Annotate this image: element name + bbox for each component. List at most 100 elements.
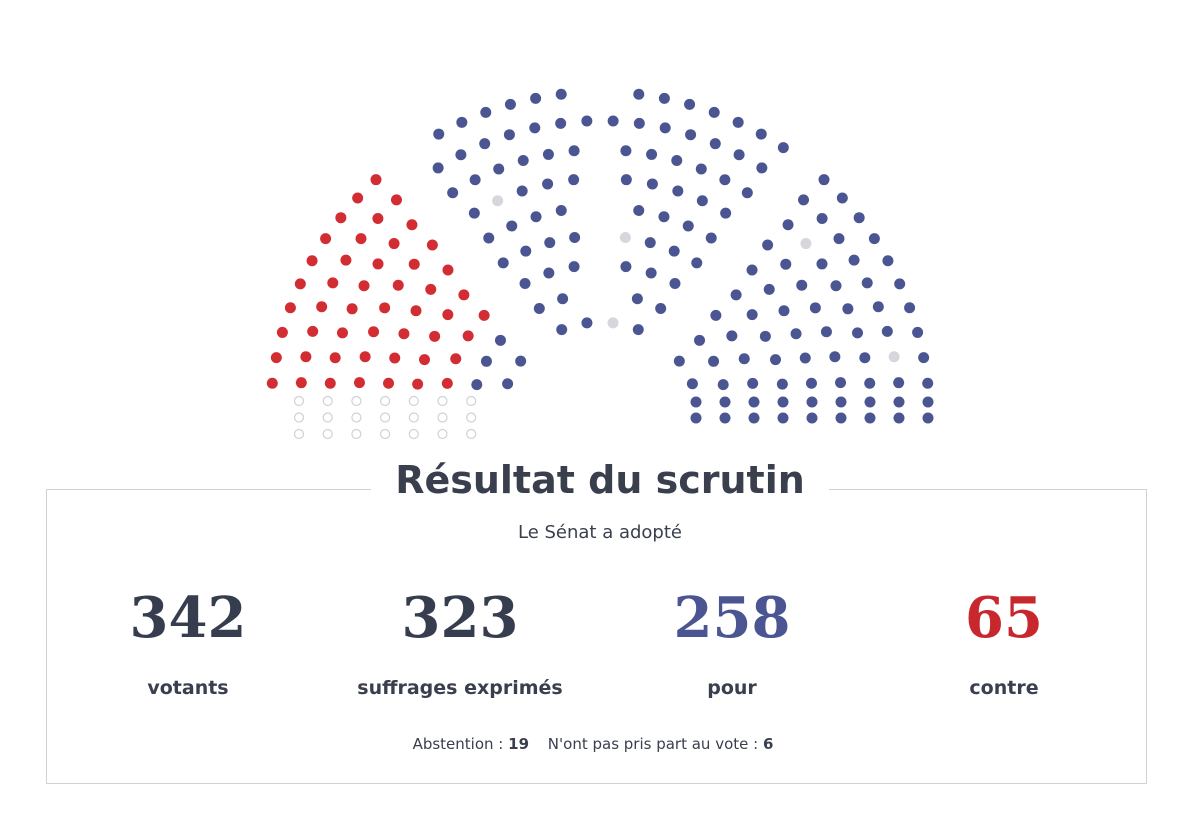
seat: [864, 396, 876, 408]
seat: [738, 353, 750, 365]
seat: [882, 255, 894, 267]
seat: [859, 352, 871, 364]
seat: [353, 377, 365, 389]
seat: [380, 428, 391, 440]
seat: [733, 149, 745, 161]
seat: [503, 129, 515, 141]
seat: [726, 330, 738, 342]
seat: [619, 231, 631, 243]
seat: [830, 280, 842, 292]
seat: [776, 378, 788, 390]
seat: [506, 220, 518, 232]
seat: [398, 328, 410, 340]
stat-value: 323: [401, 585, 519, 651]
seat: [479, 138, 491, 150]
seat: [746, 309, 758, 321]
seat: [645, 267, 657, 279]
seat: [708, 355, 720, 367]
seat: [684, 98, 696, 110]
seat: [408, 395, 419, 407]
seat: [555, 88, 567, 100]
seat: [568, 145, 580, 157]
seat: [922, 396, 934, 408]
stat-label: pour: [707, 677, 757, 699]
seat: [426, 239, 438, 251]
seat: [918, 352, 930, 364]
seat: [696, 195, 708, 207]
seat: [730, 289, 742, 301]
seat: [504, 98, 516, 110]
seat: [519, 277, 531, 289]
seat: [806, 412, 818, 424]
seat: [392, 279, 404, 291]
seat: [293, 395, 305, 407]
stat-label: contre: [969, 677, 1039, 699]
seat: [796, 279, 808, 291]
seat: [658, 211, 670, 223]
seat: [798, 194, 810, 206]
seat: [543, 267, 555, 279]
seat: [709, 138, 721, 150]
seat: [633, 205, 645, 217]
seat: [835, 396, 847, 408]
title: Résultat du scrutin: [371, 458, 829, 502]
seat: [437, 412, 448, 423]
seat: [329, 352, 341, 364]
seat: [620, 174, 632, 186]
seat: [741, 187, 753, 199]
seat: [466, 395, 477, 407]
hemicycle: [266, 88, 934, 440]
seat: [442, 309, 454, 321]
seat: [294, 278, 306, 290]
seat: [835, 412, 847, 424]
seat: [390, 194, 402, 206]
seat: [732, 116, 744, 128]
seat: [388, 238, 400, 250]
seat: [408, 258, 420, 270]
seat: [469, 174, 481, 186]
seat: [690, 412, 702, 424]
seat: [864, 377, 876, 389]
seat: [820, 326, 832, 338]
seat: [644, 237, 656, 249]
seat: [904, 302, 916, 314]
seat: [368, 326, 380, 338]
seat: [455, 149, 467, 161]
stat-label: suffrages exprimés: [357, 677, 563, 699]
seat: [894, 278, 906, 290]
seat: [517, 155, 529, 167]
seat: [686, 378, 698, 390]
seat: [659, 122, 671, 134]
seat: [800, 238, 812, 250]
seat: [658, 92, 670, 104]
seat: [646, 178, 658, 190]
seat: [763, 283, 775, 295]
seat: [372, 212, 384, 224]
seat: [620, 145, 632, 157]
seat: [494, 334, 506, 346]
seat: [372, 258, 384, 270]
seat: [748, 412, 760, 424]
seat: [829, 351, 841, 363]
seat: [842, 303, 854, 315]
seat: [412, 378, 424, 390]
seat: [408, 428, 419, 440]
seat: [922, 377, 934, 389]
seat: [668, 245, 680, 257]
seat: [848, 254, 860, 266]
seat: [777, 396, 789, 408]
seat: [632, 324, 644, 336]
seat: [542, 178, 554, 190]
seat: [835, 377, 847, 389]
seat: [893, 396, 905, 408]
seat: [780, 258, 792, 270]
seat: [818, 174, 830, 186]
seat: [442, 264, 454, 276]
seat: [669, 277, 681, 289]
seat: [685, 129, 697, 141]
seat: [307, 325, 319, 337]
seat: [322, 428, 333, 440]
seat: [769, 354, 781, 366]
seat: [759, 330, 771, 342]
